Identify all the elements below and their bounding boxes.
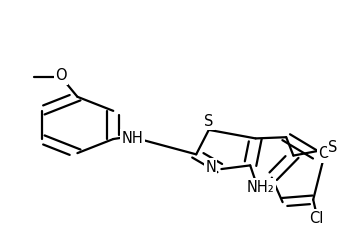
Text: O: O xyxy=(55,68,67,84)
Text: N: N xyxy=(205,159,216,175)
Text: S: S xyxy=(204,114,213,129)
Text: NH₂: NH₂ xyxy=(246,180,274,195)
Text: O: O xyxy=(318,146,330,161)
Text: NH: NH xyxy=(122,131,143,146)
Text: S: S xyxy=(328,139,338,155)
Text: Cl: Cl xyxy=(310,210,324,226)
